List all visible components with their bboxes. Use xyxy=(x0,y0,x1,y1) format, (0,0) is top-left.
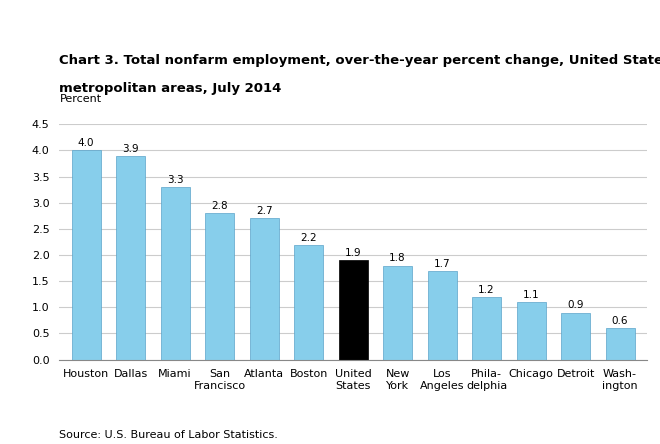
Bar xyxy=(472,297,501,360)
Text: Chart 3. Total nonfarm employment, over-the-year percent change, United States a: Chart 3. Total nonfarm employment, over-… xyxy=(59,54,660,67)
Text: Percent: Percent xyxy=(59,94,102,104)
Text: 2.7: 2.7 xyxy=(256,206,273,216)
Bar xyxy=(517,302,546,360)
Bar xyxy=(561,313,590,360)
Text: Source: U.S. Bureau of Labor Statistics.: Source: U.S. Bureau of Labor Statistics. xyxy=(59,429,279,440)
Text: 2.8: 2.8 xyxy=(211,201,228,211)
Text: 4.0: 4.0 xyxy=(78,139,94,148)
Bar xyxy=(205,213,234,360)
Text: 0.6: 0.6 xyxy=(612,316,628,326)
Text: 0.9: 0.9 xyxy=(568,301,584,310)
Text: metropolitan areas, July 2014: metropolitan areas, July 2014 xyxy=(59,83,282,95)
Text: 3.3: 3.3 xyxy=(167,175,183,185)
Bar xyxy=(428,271,457,360)
Text: 3.9: 3.9 xyxy=(122,143,139,154)
Text: 1.7: 1.7 xyxy=(434,259,450,269)
Bar xyxy=(339,260,368,360)
Text: 1.1: 1.1 xyxy=(523,290,539,300)
Text: 2.2: 2.2 xyxy=(300,233,317,242)
Text: 1.8: 1.8 xyxy=(389,254,406,263)
Bar xyxy=(383,266,412,360)
Bar xyxy=(606,328,634,360)
Bar xyxy=(160,187,189,360)
Bar xyxy=(116,156,145,360)
Bar xyxy=(249,218,279,360)
Bar xyxy=(72,151,100,360)
Bar xyxy=(294,245,323,360)
Text: 1.2: 1.2 xyxy=(478,285,495,295)
Text: 1.9: 1.9 xyxy=(345,248,362,258)
